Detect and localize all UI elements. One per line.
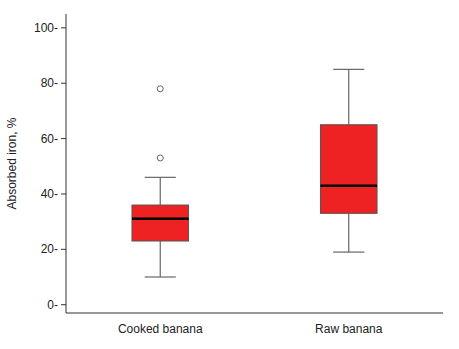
- y-tick: [61, 249, 66, 250]
- upper-cap: [333, 69, 364, 70]
- box-plot: [132, 86, 189, 277]
- y-axis-label: Absorbed iron, %: [5, 117, 19, 209]
- upper-cap: [145, 177, 176, 178]
- x-axis-line: [66, 313, 443, 314]
- box-plot: [320, 69, 377, 252]
- y-axis-line: [66, 14, 67, 313]
- median: [132, 218, 189, 221]
- upper-whisker: [160, 177, 161, 205]
- y-tick-label: 20-: [41, 242, 58, 256]
- lower-whisker: [160, 241, 161, 277]
- y-tick: [61, 27, 66, 28]
- y-tick-label: 80-: [41, 76, 58, 90]
- y-tick: [61, 304, 66, 305]
- y-tick-label: 40-: [41, 187, 58, 201]
- box: [320, 125, 377, 214]
- y-tick: [61, 138, 66, 139]
- plot-area: [132, 69, 377, 277]
- x-tick-label: Cooked banana: [118, 322, 203, 336]
- lower-cap: [333, 251, 364, 252]
- lower-cap: [145, 276, 176, 277]
- y-tick-label: 100-: [34, 21, 58, 35]
- flier: [157, 155, 163, 161]
- y-tick-label: 0-: [47, 298, 58, 312]
- y-tick: [61, 83, 66, 84]
- median: [320, 184, 377, 187]
- axes: 0- 20- 40- 60- 80- 100- Cooked banana Raw banan…: [34, 14, 443, 336]
- lower-whisker: [348, 213, 349, 252]
- upper-whisker: [348, 69, 349, 124]
- x-tick-label: Raw banana: [315, 322, 383, 336]
- flier: [157, 86, 163, 92]
- chart: 0- 20- 40- 60- 80- 100- Cooked banana Raw banan…: [0, 0, 459, 349]
- y-tick-label: 60-: [41, 132, 58, 146]
- box: [132, 205, 189, 241]
- y-tick: [61, 193, 66, 194]
